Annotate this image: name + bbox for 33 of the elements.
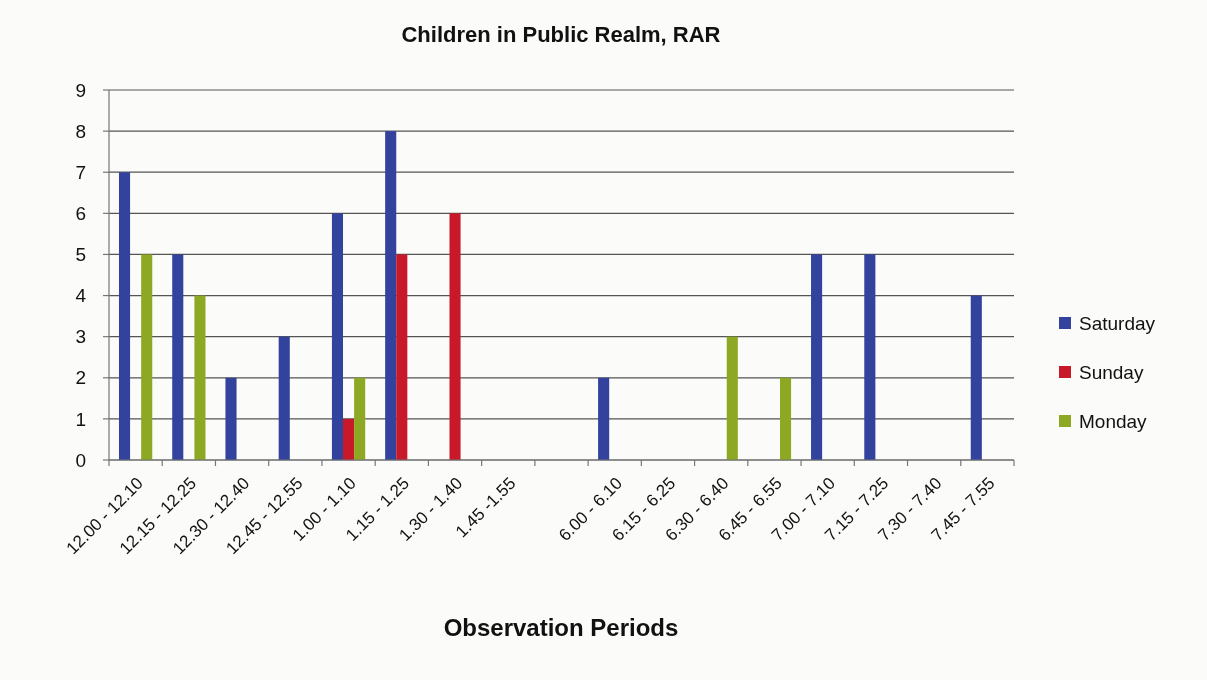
- y-tick-label: 8: [75, 120, 86, 142]
- y-tick-label: 2: [75, 367, 86, 389]
- bar: [864, 254, 876, 460]
- y-tick-label: 5: [75, 244, 86, 266]
- bar: [970, 295, 982, 460]
- bar: [331, 213, 344, 460]
- y-tick-label: 7: [75, 161, 86, 183]
- y-tick-label: 0: [75, 449, 86, 471]
- x-axis-title: Observation Periods: [443, 614, 679, 641]
- legend-label: Sunday: [1079, 361, 1144, 383]
- bar: [225, 377, 237, 460]
- bar: [779, 377, 792, 460]
- bar: [811, 254, 823, 460]
- legend-label: Saturday: [1079, 312, 1156, 334]
- bar: [598, 377, 610, 460]
- bar: [118, 172, 131, 460]
- chart-title: Children in Public Realm, RAR: [401, 22, 721, 47]
- bar: [449, 213, 461, 460]
- bar: [396, 254, 408, 460]
- bar: [194, 295, 206, 460]
- y-tick-label: 6: [75, 202, 86, 224]
- y-tick-label: 3: [75, 326, 86, 348]
- y-tick-label: 9: [75, 79, 86, 101]
- bar: [343, 418, 355, 460]
- bar: [278, 336, 290, 460]
- bar: [172, 254, 184, 460]
- bar: [141, 254, 153, 460]
- bar: [385, 131, 397, 460]
- bar: [354, 377, 366, 460]
- legend-label: Monday: [1079, 410, 1148, 432]
- bar: [726, 336, 738, 460]
- y-tick-label: 1: [75, 408, 86, 430]
- y-tick-label: 4: [75, 285, 87, 307]
